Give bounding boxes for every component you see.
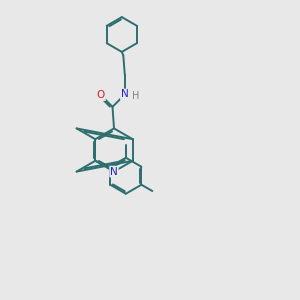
Text: O: O [97, 90, 105, 100]
Text: N: N [110, 167, 118, 177]
Text: H: H [132, 91, 139, 101]
Text: N: N [121, 89, 129, 100]
